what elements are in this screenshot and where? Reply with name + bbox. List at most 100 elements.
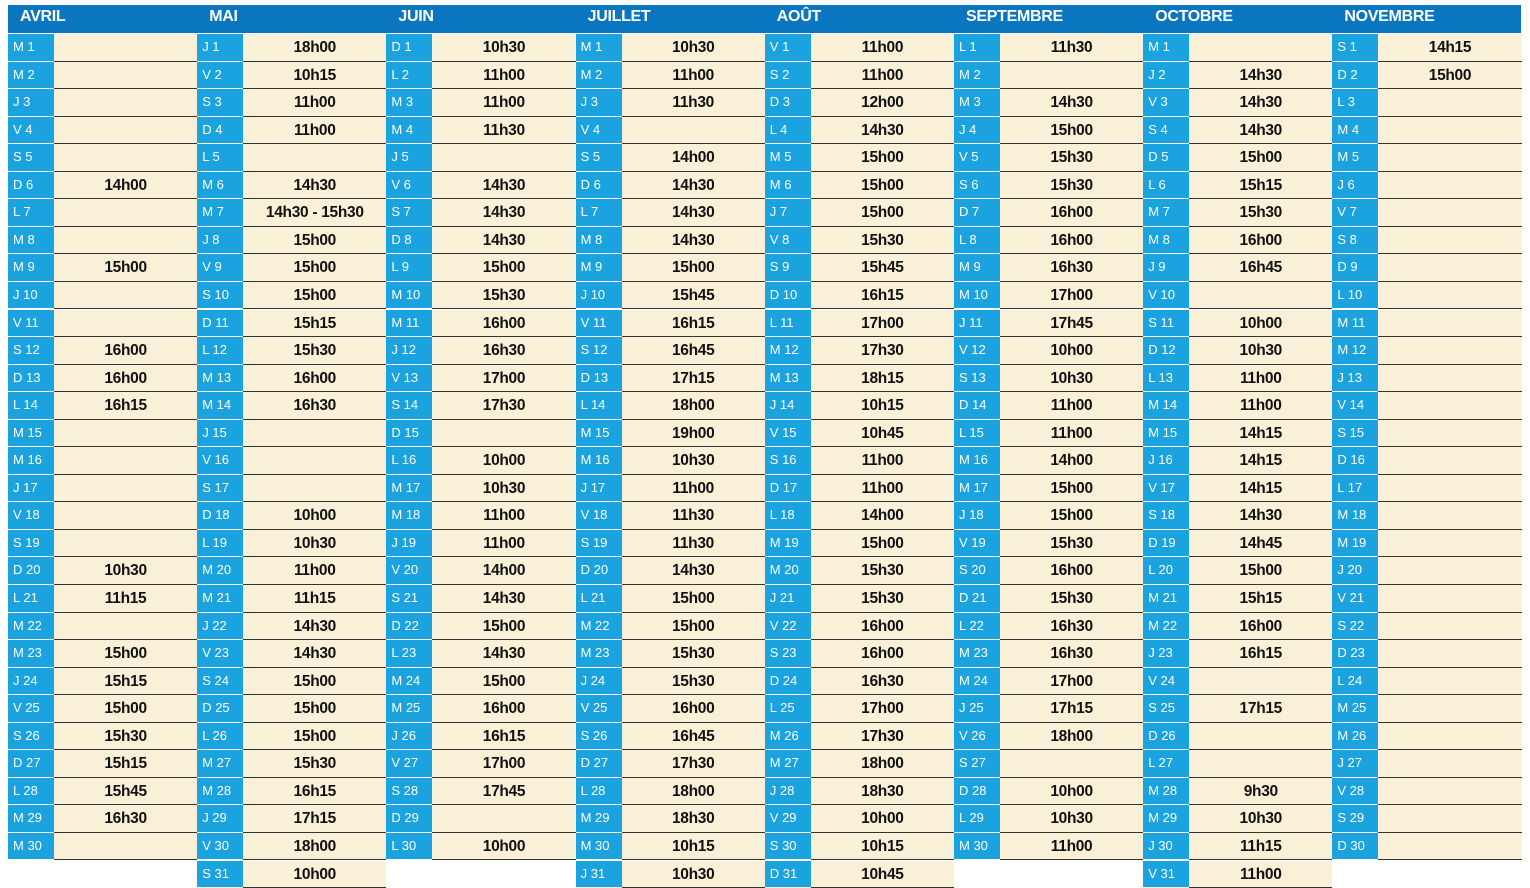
time-cell [1378,530,1521,558]
day-label: M 16 [954,447,1000,475]
time-cell: 16h45 [622,337,765,365]
day-label: S 30 [765,833,811,861]
time-cell: 17h00 [811,310,954,338]
day-label: D 13 [8,365,54,393]
day-label: D 9 [1332,254,1378,282]
time-cell: 15h00 [1189,144,1332,172]
day-label: M 3 [386,89,432,117]
time-cell [1378,502,1521,530]
time-cell: 11h30 [1000,34,1143,62]
time-cell: 16h00 [1189,227,1332,255]
time-cell [1378,199,1521,227]
time-cell: 15h00 [243,723,386,751]
day-label: S 27 [954,750,1000,778]
day-label: V 28 [1332,778,1378,806]
time-cell: 16h30 [432,337,575,365]
day-label: V 3 [1143,89,1189,117]
time-cell: 14h00 [54,172,197,200]
day-label: M 18 [1332,502,1378,530]
day-label: S 16 [765,447,811,475]
day-label: D 22 [386,613,432,641]
time-cell: 14h30 [622,227,765,255]
time-cell: 15h30 [1000,172,1143,200]
time-cell: 10h00 [243,861,386,888]
day-label: L 4 [765,117,811,145]
time-cell: 10h15 [243,62,386,90]
day-label: V 27 [386,750,432,778]
day-label: M 29 [1143,805,1189,833]
day-label: V 13 [386,365,432,393]
time-cell: 15h30 [1189,199,1332,227]
time-cell: 14h30 [1189,117,1332,145]
day-label: V 15 [765,420,811,448]
time-cell: 16h30 [243,392,386,420]
time-cell: 16h00 [622,695,765,723]
day-label: V 30 [197,833,243,861]
time-cell: 14h30 [622,557,765,585]
time-cell: 17h15 [243,805,386,833]
time-cell: 10h30 [1189,337,1332,365]
time-cell: 14h45 [1189,530,1332,558]
time-cell: 15h00 [54,640,197,668]
day-label: M 11 [386,310,432,338]
time-cell [1378,447,1521,475]
time-cell [1378,117,1521,145]
time-cell: 15h15 [243,310,386,338]
day-label: S 15 [1332,420,1378,448]
time-cell: 10h30 [432,34,575,62]
time-cell [1378,172,1521,200]
month-name: OCTOBRE [1155,8,1233,26]
time-cell: 18h00 [243,34,386,62]
day-label: D 30 [1332,833,1378,861]
day-label: D 1 [386,34,432,62]
time-cell: 15h00 [811,144,954,172]
day-label: V 31 [1143,861,1189,888]
time-cell: 17h45 [432,778,575,806]
time-cell [1189,34,1332,62]
time-cell [243,420,386,448]
time-cell [54,502,197,530]
time-cell: 16h00 [1000,227,1143,255]
time-cell [1378,337,1521,365]
time-cell: 11h00 [622,475,765,503]
time-cell [54,447,197,475]
day-label: S 13 [954,365,1000,393]
day-label: L 29 [954,805,1000,833]
time-cell: 14h15 [1189,420,1332,448]
time-cell: 11h00 [243,89,386,117]
day-label: S 8 [1332,227,1378,255]
time-cell: 11h00 [432,502,575,530]
time-cell [54,833,197,861]
time-cell: 14h30 [243,172,386,200]
day-label: M 27 [765,750,811,778]
day-label: S 31 [197,861,243,888]
day-label: J 28 [765,778,811,806]
month-name: AVRIL [20,8,65,26]
day-label: J 9 [1143,254,1189,282]
time-cell: 14h15 [1189,447,1332,475]
day-label: M 30 [954,833,1000,861]
time-cell: 15h00 [811,530,954,558]
time-cell: 11h00 [811,475,954,503]
time-cell: 11h00 [1189,365,1332,393]
time-cell: 17h15 [1000,695,1143,723]
day-label: J 12 [386,337,432,365]
time-cell: 15h15 [1189,585,1332,613]
time-cell: 10h15 [811,833,954,861]
day-label: J 5 [386,144,432,172]
time-cell: 10h15 [811,392,954,420]
day-label: M 25 [1332,695,1378,723]
day-label: M 9 [954,254,1000,282]
day-label: V 6 [386,172,432,200]
day-label: D 17 [765,475,811,503]
day-label: L 14 [576,392,622,420]
time-cell: 16h15 [54,392,197,420]
time-cell: 15h30 [243,337,386,365]
time-cell: 19h00 [622,420,765,448]
day-label: M 1 [1143,34,1189,62]
day-label: L 9 [386,254,432,282]
time-cell: 10h00 [432,447,575,475]
day-label: S 3 [197,89,243,117]
time-cell: 18h30 [622,805,765,833]
day-label: D 10 [765,282,811,310]
